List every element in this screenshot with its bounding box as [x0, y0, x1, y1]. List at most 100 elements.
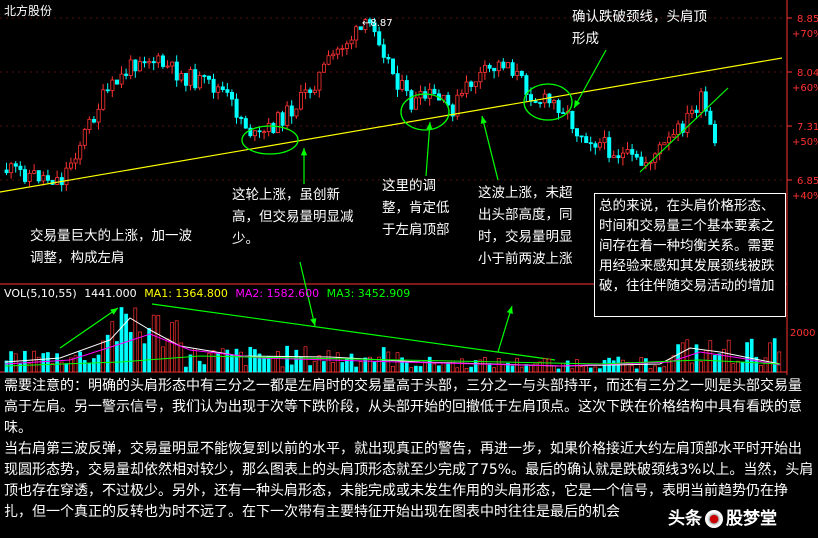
- volume-bar: [464, 368, 469, 373]
- percent-tick-label: +60%: [792, 83, 818, 94]
- volume-bar: [625, 362, 630, 373]
- volume-bar: [197, 360, 202, 373]
- volume-bar: [427, 356, 432, 373]
- volume-bar: [763, 357, 768, 373]
- volume-bar: [690, 362, 694, 373]
- volume-bar: [276, 351, 280, 373]
- candle-body: [188, 69, 193, 86]
- candle-body: [667, 136, 672, 144]
- volume-bar: [165, 338, 170, 373]
- arrow-to-head-volume-head: [300, 148, 308, 156]
- volume-bar: [423, 362, 427, 373]
- volume-bar: [584, 365, 588, 373]
- arrow-to-third-wave-head: [480, 116, 487, 124]
- candle-body: [220, 86, 225, 91]
- volume-bar: [262, 357, 266, 373]
- volume-bar: [653, 365, 657, 373]
- volume-bar: [280, 366, 285, 373]
- volume-bar: [225, 349, 230, 373]
- candle-body: [459, 92, 464, 96]
- volume-bar: [648, 368, 653, 373]
- volume-bar: [432, 363, 437, 373]
- volume-bar: [611, 360, 616, 373]
- candle-body: [533, 100, 538, 103]
- volume-bar: [455, 367, 460, 373]
- candle-body: [257, 130, 262, 133]
- annotation-head: 这轮上涨，虽创新高，但交易量明显减少。: [232, 187, 354, 247]
- explanation-paragraph-2: 当右肩第三波反弹，交易量明显不能恢复到以前的水平，就出现真正的警告，再进一步，如…: [4, 441, 814, 520]
- volume-bar: [496, 357, 501, 373]
- arrow-to-right-shoulder-head: [426, 122, 433, 130]
- candle-body: [676, 123, 681, 135]
- candle-body: [552, 100, 557, 104]
- volume-bar: [634, 368, 639, 373]
- candle-body: [482, 64, 487, 73]
- volume-bar: [588, 367, 593, 373]
- vol-ma1: MA1: 1364.800: [144, 287, 228, 300]
- arrow-third-volume: [497, 305, 513, 353]
- volume-bar: [538, 361, 542, 373]
- volume-bar: [772, 338, 777, 373]
- candle-body: [147, 61, 152, 64]
- volume-bar: [506, 362, 510, 373]
- volume-bar: [4, 360, 9, 373]
- candle-body: [349, 39, 354, 45]
- candle-body: [556, 100, 561, 114]
- candle-body: [151, 61, 156, 64]
- volume-bar: [722, 348, 726, 373]
- candle-body: [400, 80, 405, 90]
- candle-body: [170, 61, 175, 67]
- candle-body: [607, 137, 612, 158]
- volume-bar: [713, 354, 717, 373]
- volume-bar: [473, 360, 478, 373]
- volume-bar: [740, 362, 745, 373]
- candle-body: [317, 71, 322, 91]
- candle-body: [390, 58, 395, 75]
- candle-body: [529, 94, 534, 102]
- candle-body: [13, 163, 18, 167]
- arrow-to-breakdown: [573, 49, 607, 109]
- watermark-brand: 头条: [668, 509, 702, 529]
- volume-bar: [184, 366, 188, 373]
- volume-bar: [717, 353, 722, 373]
- candle-body: [211, 78, 216, 93]
- candle-body: [377, 31, 382, 46]
- arrow-to-breakdown-head: [574, 100, 581, 108]
- volume-bar: [759, 364, 763, 373]
- candle-body: [621, 152, 626, 159]
- volume-bar: [50, 362, 55, 373]
- volume-bar: [418, 366, 423, 373]
- volume-bar: [322, 361, 326, 373]
- volume-bar: [96, 354, 101, 373]
- candle-body: [413, 97, 418, 110]
- stock-title: 北方股份: [4, 4, 53, 18]
- candle-body: [404, 80, 409, 92]
- candle-body: [289, 105, 294, 117]
- volume-bar: [188, 354, 193, 373]
- volume-legend: VOL(5,10,55) 1441.000 MA1: 1364.800 MA2:…: [4, 287, 414, 300]
- volume-bar: [492, 367, 496, 373]
- candle-body: [124, 73, 129, 76]
- candle-body: [354, 26, 359, 41]
- volume-bar: [749, 338, 754, 373]
- arrow-to-right-shoulder: [425, 121, 431, 177]
- candle-body: [625, 149, 630, 154]
- volume-bar: [253, 349, 257, 373]
- candle-body: [492, 67, 497, 72]
- candle-body: [432, 88, 437, 95]
- candle-body: [27, 172, 32, 182]
- volume-bar: [510, 365, 515, 373]
- candle-body: [450, 104, 455, 117]
- volume-bar: [331, 361, 335, 373]
- volume-bar: [345, 359, 349, 373]
- candle-body: [335, 48, 340, 55]
- candle-body: [73, 158, 78, 164]
- candle-body: [87, 118, 92, 131]
- volume-bar: [266, 356, 271, 373]
- candle-body: [206, 75, 211, 80]
- volume-bar: [119, 307, 124, 373]
- volume-bar: [133, 307, 138, 373]
- explanation-paragraph-1: 需要注意的：明确的头肩形态中有三分之一都是左肩时的交易量高于头部，三分之一与头部…: [4, 378, 802, 436]
- volume-bar: [32, 350, 36, 373]
- volume-bar: [708, 340, 713, 373]
